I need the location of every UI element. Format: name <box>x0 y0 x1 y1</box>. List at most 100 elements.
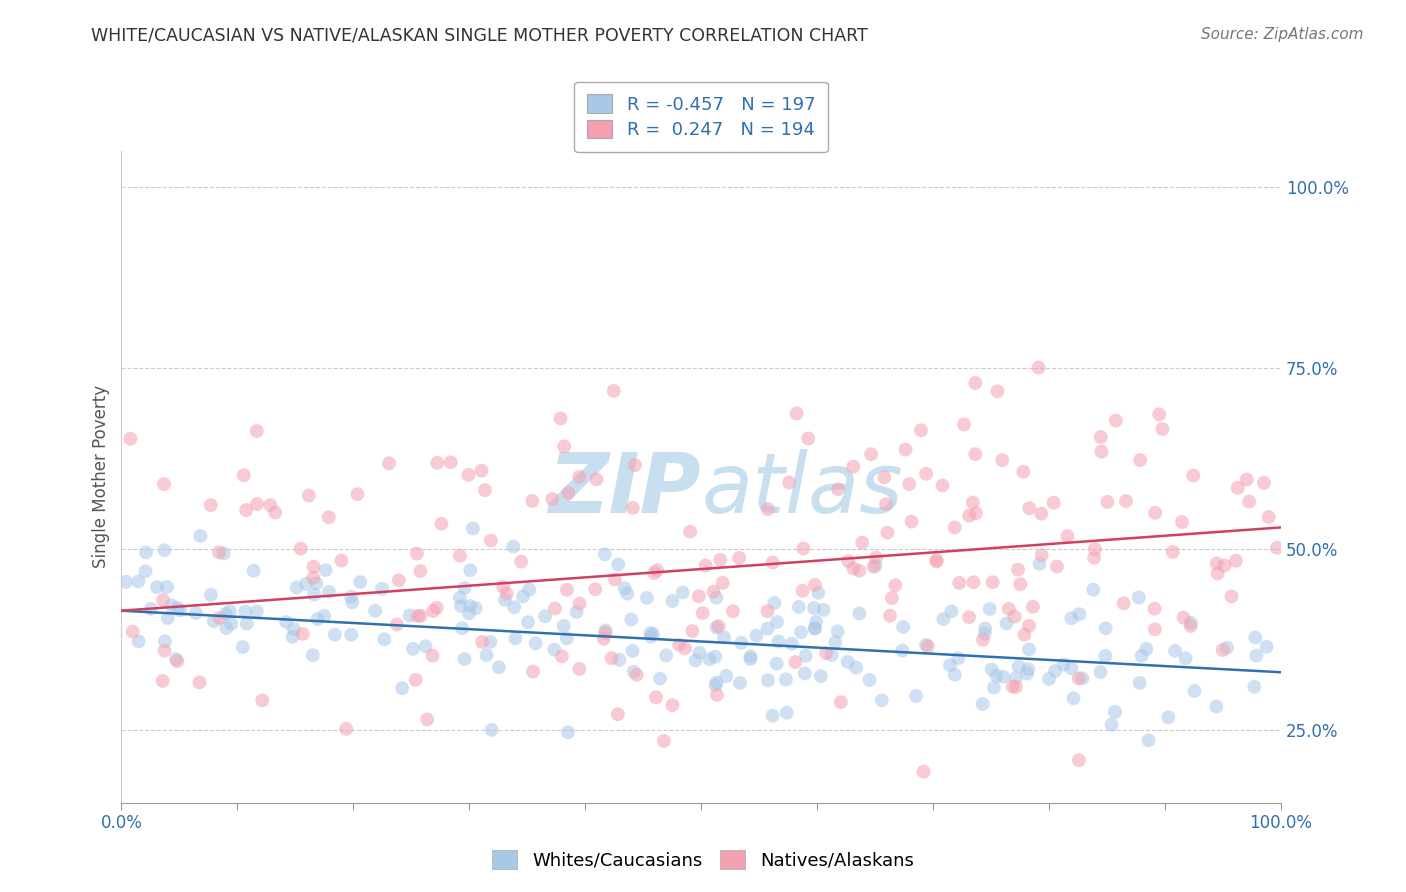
Point <box>1022 599 1045 614</box>
Point <box>522 665 544 679</box>
Point <box>931 478 953 492</box>
Point <box>640 626 662 640</box>
Point <box>1256 640 1278 654</box>
Point <box>679 524 702 539</box>
Point <box>884 578 907 592</box>
Point <box>905 689 928 703</box>
Point <box>794 648 817 663</box>
Point <box>555 632 578 646</box>
Point <box>264 505 287 519</box>
Point <box>821 648 844 662</box>
Point <box>860 447 883 461</box>
Point <box>291 627 314 641</box>
Point <box>340 590 363 604</box>
Point <box>815 646 838 660</box>
Point <box>711 575 734 590</box>
Point <box>793 666 815 681</box>
Point <box>876 525 898 540</box>
Point <box>166 600 188 615</box>
Point <box>848 607 870 621</box>
Point <box>609 653 631 667</box>
Point <box>1067 753 1090 767</box>
Point <box>422 648 444 663</box>
Point <box>787 599 810 614</box>
Point <box>986 669 1008 683</box>
Point <box>1042 496 1064 510</box>
Point <box>995 616 1018 631</box>
Point <box>259 498 281 512</box>
Point <box>965 447 987 461</box>
Point <box>235 616 257 631</box>
Point <box>184 606 207 620</box>
Point <box>373 632 395 647</box>
Point <box>388 574 411 588</box>
Point <box>948 651 970 665</box>
Point <box>965 506 987 520</box>
Point <box>1090 665 1112 679</box>
Point <box>957 610 980 624</box>
Point <box>1236 473 1258 487</box>
Point <box>541 491 564 506</box>
Point <box>803 601 825 615</box>
Point <box>451 621 474 635</box>
Point <box>962 495 984 509</box>
Point <box>862 559 884 574</box>
Point <box>704 649 727 664</box>
Point <box>555 582 578 597</box>
Point <box>621 500 644 515</box>
Point <box>430 516 453 531</box>
Point <box>986 384 1008 399</box>
Point <box>991 453 1014 467</box>
Point <box>1180 619 1202 633</box>
Point <box>925 555 948 569</box>
Point <box>636 591 658 605</box>
Point <box>1212 643 1234 657</box>
Point <box>475 648 498 662</box>
Point <box>702 584 724 599</box>
Point <box>756 502 779 516</box>
Point <box>704 678 727 692</box>
Point <box>1018 642 1040 657</box>
Point <box>301 648 323 663</box>
Point <box>943 667 966 681</box>
Point <box>139 602 162 616</box>
Point <box>763 596 786 610</box>
Point <box>568 662 591 676</box>
Point <box>891 643 914 657</box>
Point <box>517 582 540 597</box>
Point <box>440 455 463 469</box>
Point <box>997 602 1019 616</box>
Point <box>756 673 779 688</box>
Point <box>1129 453 1152 467</box>
Point <box>449 549 471 563</box>
Point <box>127 574 149 589</box>
Point <box>695 558 717 573</box>
Point <box>510 555 533 569</box>
Point <box>409 564 432 578</box>
Point <box>685 653 707 667</box>
Point <box>745 629 768 643</box>
Point <box>603 572 626 586</box>
Point <box>298 489 321 503</box>
Point <box>1253 475 1275 490</box>
Point <box>134 564 156 578</box>
Point <box>688 589 710 603</box>
Point <box>1094 648 1116 663</box>
Point <box>1083 582 1105 597</box>
Point <box>827 624 849 639</box>
Point <box>1004 671 1026 685</box>
Point <box>323 628 346 642</box>
Point <box>870 693 893 707</box>
Point <box>1144 506 1167 520</box>
Text: Source: ZipAtlas.com: Source: ZipAtlas.com <box>1201 27 1364 42</box>
Point <box>505 632 527 646</box>
Point <box>606 707 628 722</box>
Point <box>766 615 789 629</box>
Point <box>200 498 222 512</box>
Point <box>716 669 738 683</box>
Point <box>1137 733 1160 747</box>
Point <box>488 660 510 674</box>
Point <box>494 593 516 607</box>
Point <box>458 607 481 621</box>
Point <box>810 669 832 683</box>
